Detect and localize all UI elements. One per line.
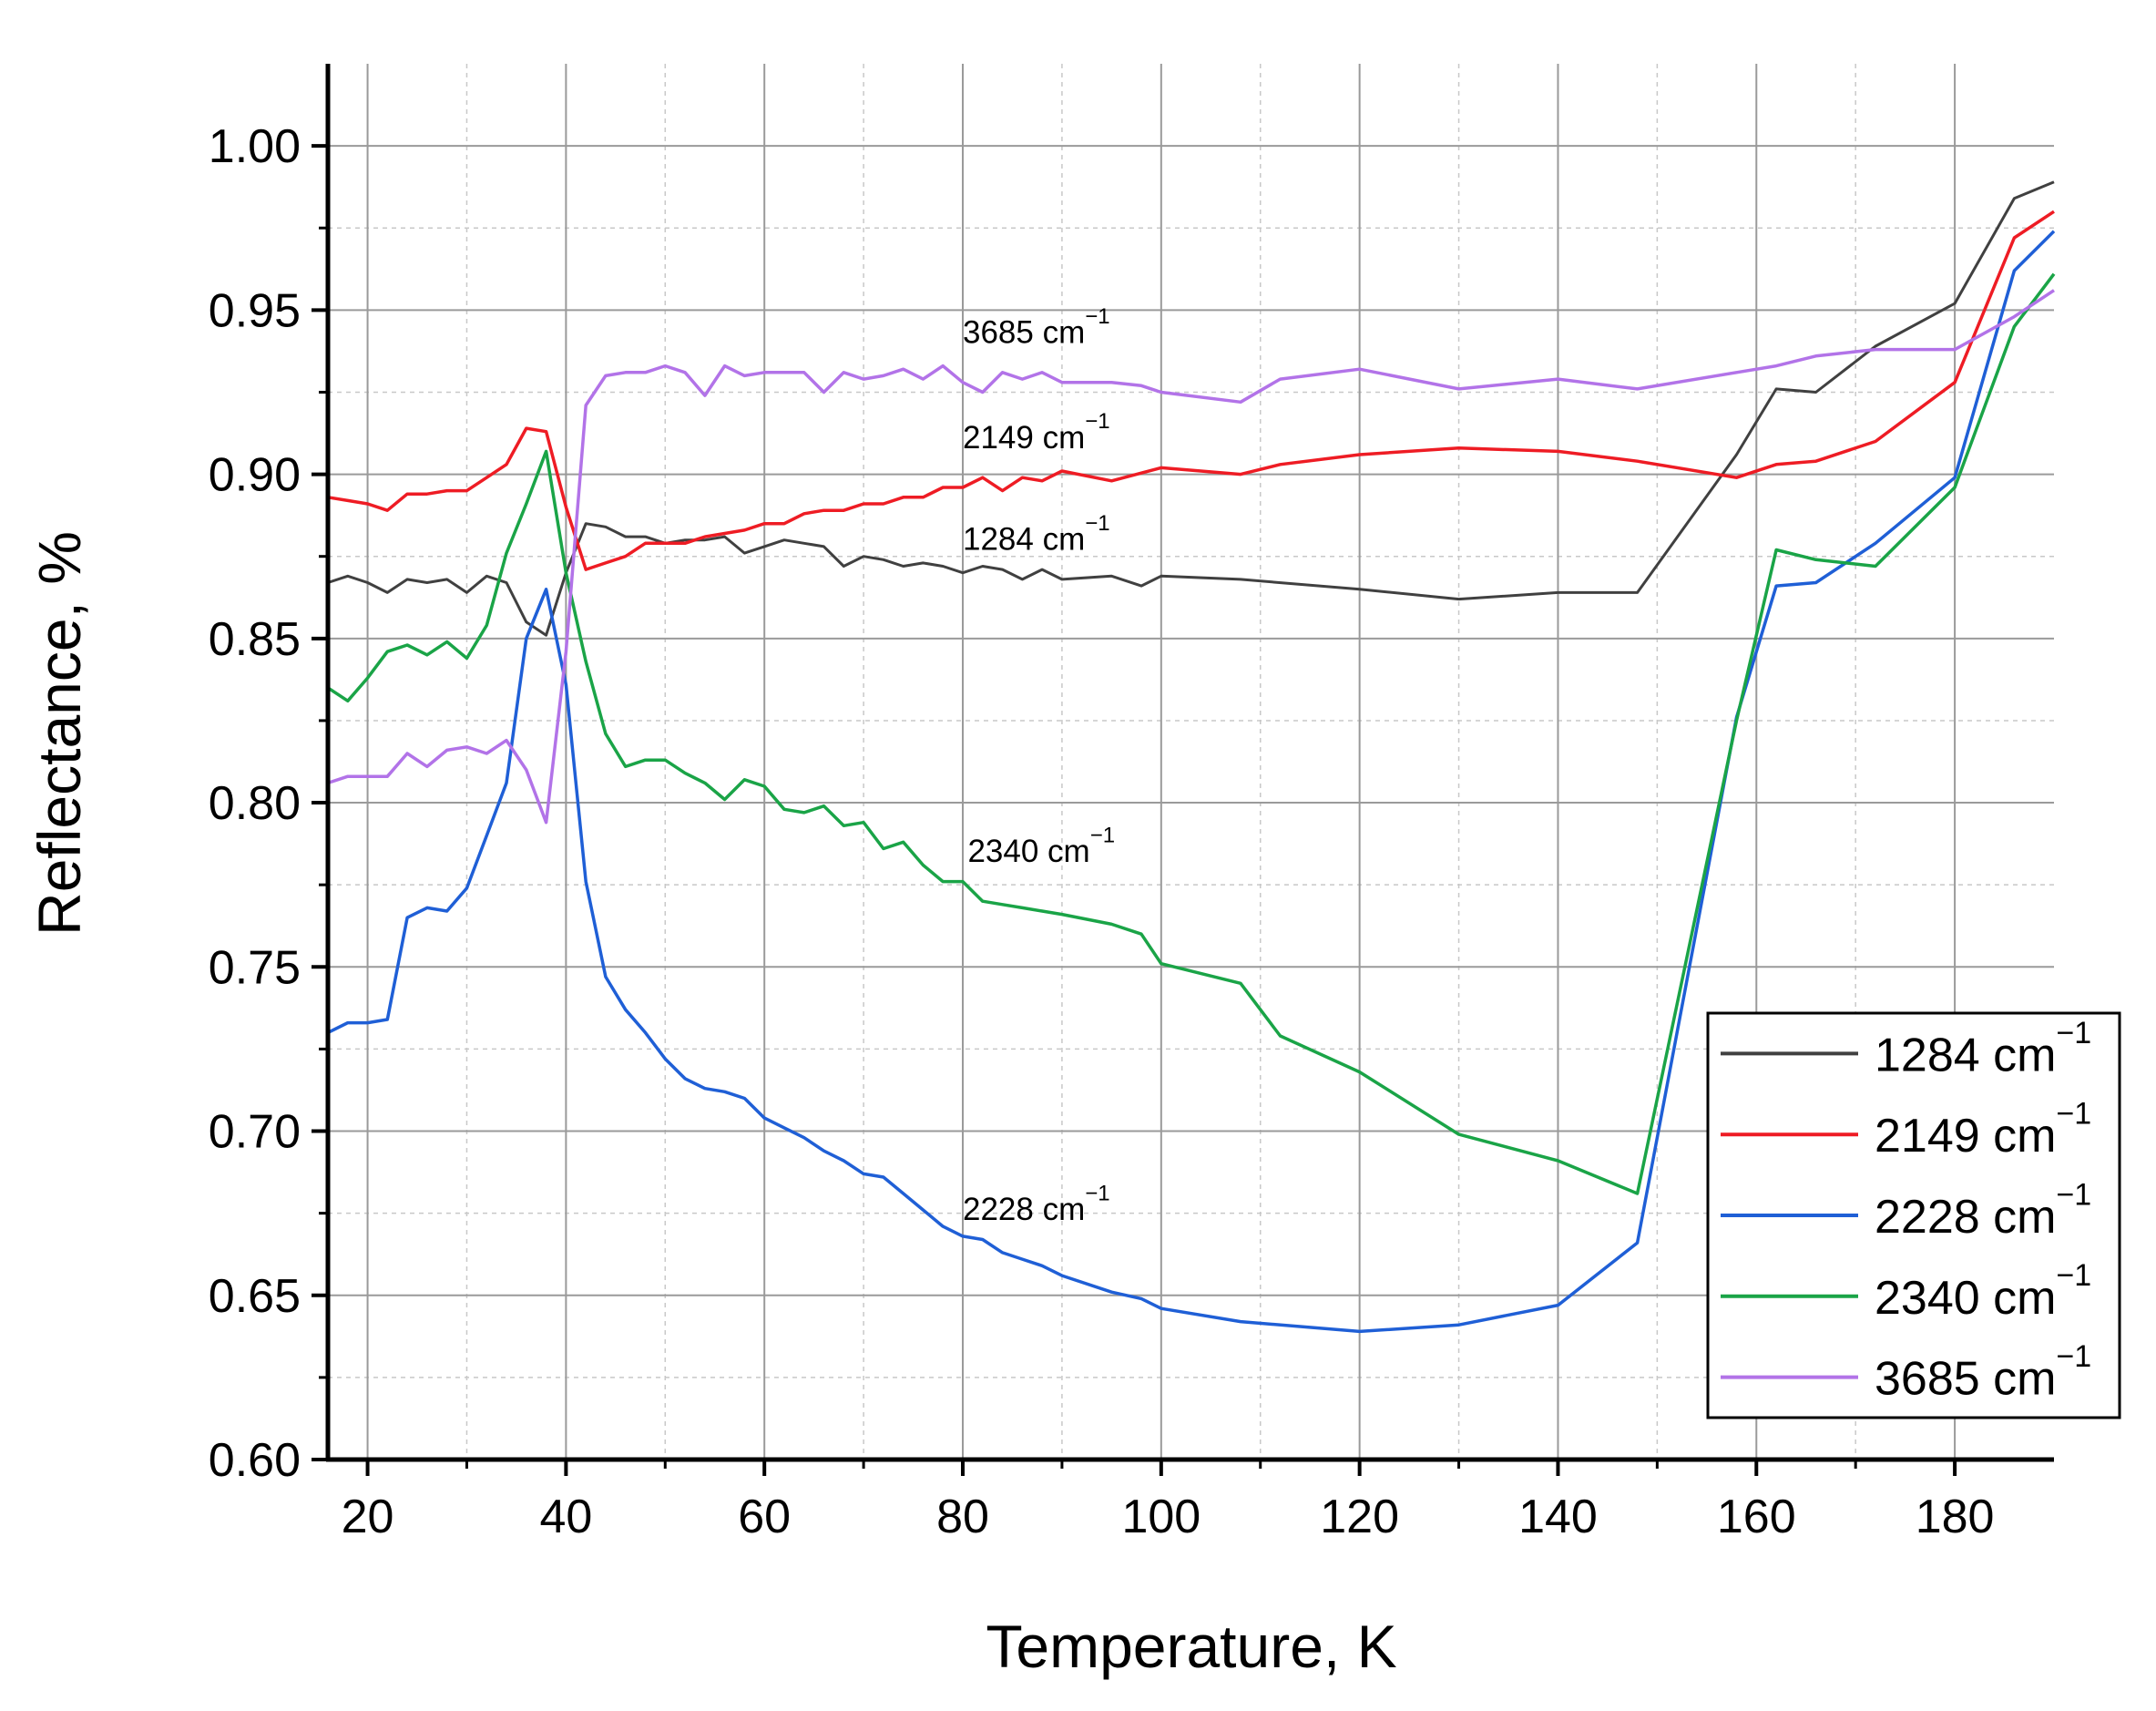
x-tick-label: 140 [1518,1491,1598,1543]
y-tick-label: 0.90 [209,449,301,502]
series-line-2149 [327,210,2055,571]
series-line-3685 [327,289,2055,825]
y-tick-label: 0.70 [209,1106,301,1159]
x-tick-label: 20 [342,1491,394,1543]
x-tick-label: 180 [1916,1491,1995,1543]
series-line-2340 [327,272,2056,1195]
y-tick-label: 0.85 [209,613,301,666]
legend-entry-label: 2228 cm−1 [1875,1177,2091,1244]
x-tick-label: 80 [936,1491,989,1543]
annotation-label: 2340 cm−1 [967,823,1115,869]
annotation-label: 2149 cm−1 [963,409,1110,456]
x-tick-label: 120 [1320,1491,1399,1543]
legend: 1284 cm−1 2149 cm−1 2228 cm−1 2340 cm−1 3685… [1706,1011,2121,1419]
y-axis-title: Reflectance, % [26,531,93,936]
series-lines [327,180,2056,1334]
y-tick-label: 1.00 [209,120,301,173]
legend-entry-label: 3685 cm−1 [1875,1339,2091,1406]
series-line-2228 [327,230,2056,1334]
annotation-label: 3685 cm−1 [963,304,1110,351]
axes [312,64,2054,1476]
legend-entry-label: 1284 cm−1 [1875,1016,2091,1082]
y-tick-label: 0.60 [209,1434,301,1487]
x-axis-title: Temperature, K [986,1613,1396,1680]
x-tick-label: 160 [1717,1491,1796,1543]
y-tick-label: 0.95 [209,284,301,337]
y-tick-label: 0.75 [209,941,301,994]
annotation-label: 1284 cm−1 [963,511,1110,558]
legend-entry-label: 2340 cm−1 [1875,1258,2091,1325]
x-tick-label: 40 [539,1491,592,1543]
y-tick-label: 0.80 [209,777,301,830]
legend-entry-label: 2149 cm−1 [1875,1097,2091,1163]
annotation-label: 2228 cm−1 [963,1181,1110,1227]
x-tick-label: 100 [1121,1491,1201,1543]
tick-labels: 0.60 0.65 0.70 0.75 0.80 0.85 0.90 0.95 1.00 20 40… [209,120,1995,1543]
y-tick-label: 0.65 [209,1270,301,1323]
line-annotations: 3685 cm−1 2149 cm−1 1284 cm−1 2340 cm−1 2228… [963,304,1115,1227]
x-tick-label: 60 [738,1491,791,1543]
